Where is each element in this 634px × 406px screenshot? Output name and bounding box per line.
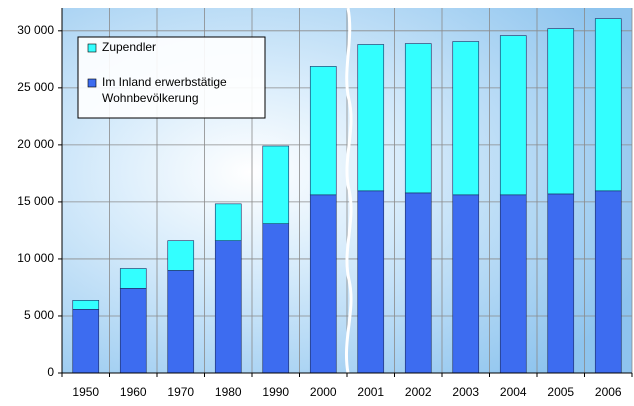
legend-swatch	[87, 78, 97, 88]
bar-segment	[357, 44, 385, 192]
x-tick-label: 1990	[262, 385, 289, 399]
x-tick-label: 2000	[310, 385, 337, 399]
bar-segment	[309, 66, 337, 196]
bar-segment	[72, 309, 100, 374]
y-tick-label: 10 000	[17, 251, 54, 265]
bar-segment	[594, 190, 622, 374]
x-tick-label: 2002	[405, 385, 432, 399]
x-tick-label: 1960	[120, 385, 147, 399]
x-tick-label: 1980	[215, 385, 242, 399]
bar-segment	[119, 288, 147, 374]
bar-segment	[404, 192, 432, 374]
x-tick-label: 2006	[595, 385, 622, 399]
axis-break	[344, 7, 353, 374]
bar-segment	[309, 194, 337, 374]
bar-segment	[357, 190, 385, 374]
bar-segment	[547, 28, 575, 195]
legend-label: Im Inland erwerbstätige Wohnbevölkerung	[102, 75, 227, 105]
x-tick-label: 1950	[72, 385, 99, 399]
x-tick-label: 2003	[452, 385, 479, 399]
bar-segment	[214, 203, 242, 241]
y-tick-label: 5 000	[24, 308, 54, 322]
y-tick-label: 30 000	[17, 23, 54, 37]
legend-label-line: Im Inland erwerbstätige	[102, 75, 227, 89]
y-tick-label: 15 000	[17, 194, 54, 208]
legend-label: Zupendler	[102, 40, 156, 54]
bar-segment	[262, 223, 290, 374]
bar-segment	[167, 270, 195, 374]
y-tick-label: 0	[47, 365, 54, 379]
legend	[77, 36, 266, 119]
y-tick-label: 25 000	[17, 80, 54, 94]
bar-segment	[214, 240, 242, 374]
bar-segment	[547, 193, 575, 374]
bar-segment	[119, 268, 147, 289]
bar-segment	[262, 145, 290, 224]
x-tick-label: 2005	[547, 385, 574, 399]
x-tick-label: 1970	[167, 385, 194, 399]
bar-segment	[452, 194, 480, 374]
bar-segment	[167, 240, 195, 271]
bar-segment	[594, 18, 622, 192]
bar-segment	[499, 194, 527, 374]
bar-segment	[72, 300, 100, 310]
bar-segment	[452, 41, 480, 196]
bar-segment	[404, 43, 432, 194]
bar-segment	[499, 35, 527, 196]
x-tick-label: 2004	[500, 385, 527, 399]
y-tick-label: 20 000	[17, 137, 54, 151]
legend-swatch	[87, 43, 97, 53]
legend-label-line: Wohnbevölkerung	[102, 91, 199, 105]
x-tick-label: 2001	[357, 385, 384, 399]
